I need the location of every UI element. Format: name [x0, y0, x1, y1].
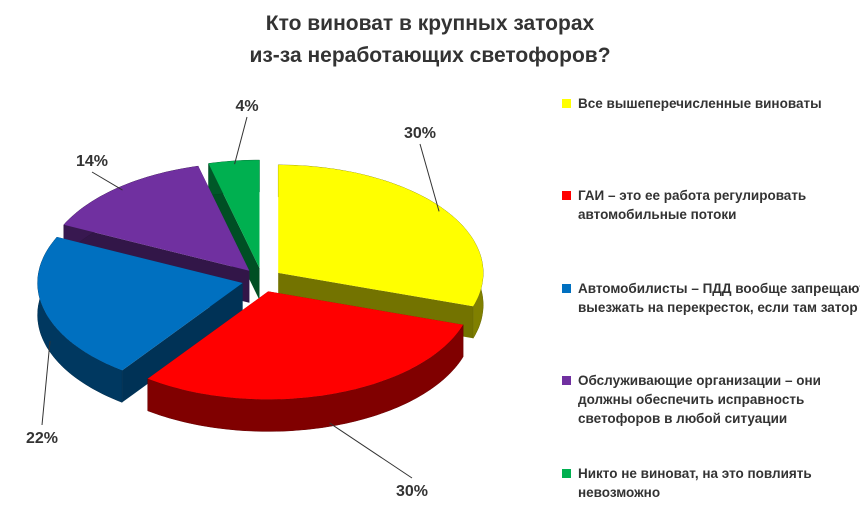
slice-side [122, 283, 243, 403]
slice [278, 164, 484, 307]
legend-label: Никто не виноват, на это повлиять невозм… [578, 466, 812, 500]
slice [37, 237, 243, 371]
chart-title: из-за неработающих светофоров? [249, 44, 610, 67]
slice [208, 160, 260, 269]
leader-line [91, 171, 123, 191]
legend-item: Никто не виноват, на это повлиять невозм… [562, 464, 860, 502]
legend-swatch [562, 284, 571, 293]
value-label: 30% [404, 125, 436, 142]
legend-swatch [562, 376, 571, 385]
leader-line [234, 116, 248, 165]
leader-line [419, 143, 440, 212]
chart-title: Кто виноват в крупных заторах [266, 12, 595, 35]
slice [147, 291, 464, 400]
legend-item: Автомобилисты – ПДД вообще запрещают вые… [562, 279, 860, 317]
legend-label: ГАИ – это ее работа регулировать автомоб… [578, 188, 807, 222]
leader-line [329, 422, 413, 479]
value-label: 22% [26, 430, 58, 447]
slice-group [37, 236, 243, 403]
value-label: 4% [235, 98, 258, 115]
legend-item: Все вышеперечисленные виноваты [562, 94, 860, 113]
legend-swatch [562, 191, 571, 200]
slice [63, 166, 250, 271]
legend-item: ГАИ – это ее работа регулировать автомоб… [562, 186, 860, 224]
legend-label: Автомобилисты – ПДД вообще запрещают вые… [578, 281, 860, 315]
legend-swatch [562, 99, 571, 108]
value-label: 30% [396, 483, 428, 500]
slice-group [147, 291, 464, 432]
value-label: 14% [76, 153, 108, 170]
legend-label: Все вышеперечисленные виноваты [578, 96, 822, 111]
leader-line [41, 340, 51, 426]
legend-swatch [562, 469, 571, 478]
legend-label: Обслуживающие организации – они должны о… [578, 373, 821, 426]
legend-item: Обслуживающие организации – они должны о… [562, 371, 860, 428]
